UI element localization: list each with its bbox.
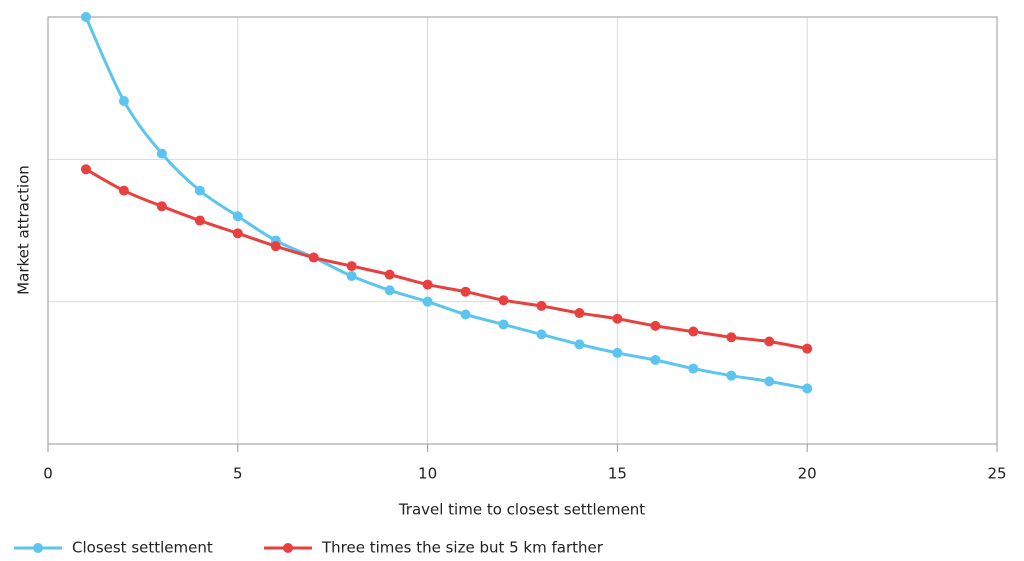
data-point xyxy=(422,279,433,290)
data-point xyxy=(460,309,471,320)
data-point xyxy=(270,241,281,252)
data-point xyxy=(764,336,775,347)
data-point xyxy=(764,376,775,387)
data-point xyxy=(650,320,661,331)
data-point xyxy=(80,164,91,175)
data-point xyxy=(80,12,91,22)
data-point xyxy=(156,148,167,159)
data-point xyxy=(460,286,471,297)
data-point xyxy=(688,363,699,374)
data-point xyxy=(156,201,167,212)
x-tick-label: 10 xyxy=(418,465,437,483)
legend-marker xyxy=(33,543,43,553)
x-tick-label: 0 xyxy=(43,465,53,483)
data-point xyxy=(536,329,547,340)
legend-marker xyxy=(283,543,293,553)
plot-frame xyxy=(47,16,998,445)
data-point xyxy=(232,211,243,222)
data-point xyxy=(498,295,509,306)
legend-label: Three times the size but 5 km farther xyxy=(321,539,604,557)
data-point xyxy=(118,95,129,106)
data-point xyxy=(802,343,813,354)
data-point xyxy=(612,313,623,324)
data-point xyxy=(346,271,357,282)
data-point xyxy=(574,308,585,319)
y-axis-label: Market attraction xyxy=(15,165,33,295)
x-tick-label: 5 xyxy=(233,465,243,483)
legend-label: Closest settlement xyxy=(72,539,213,557)
data-point xyxy=(384,285,395,296)
data-point xyxy=(308,252,319,263)
data-point xyxy=(346,261,357,272)
data-point xyxy=(802,383,813,394)
data-point xyxy=(726,370,737,381)
data-point xyxy=(498,319,509,330)
series-line xyxy=(85,167,808,351)
data-point xyxy=(194,215,205,226)
x-tick-label: 15 xyxy=(608,465,627,483)
data-point xyxy=(650,355,661,366)
data-point xyxy=(118,185,129,196)
data-point xyxy=(232,228,243,239)
x-tick-label: 20 xyxy=(798,465,817,483)
data-point xyxy=(194,185,205,196)
data-point xyxy=(726,332,737,343)
data-point xyxy=(612,347,623,358)
x-axis-label: Travel time to closest settlement xyxy=(398,501,645,519)
data-point xyxy=(422,296,433,307)
data-point xyxy=(536,300,547,311)
data-point xyxy=(574,339,585,350)
data-point xyxy=(688,326,699,337)
x-tick-label: 25 xyxy=(987,465,1006,483)
data-point xyxy=(384,269,395,280)
